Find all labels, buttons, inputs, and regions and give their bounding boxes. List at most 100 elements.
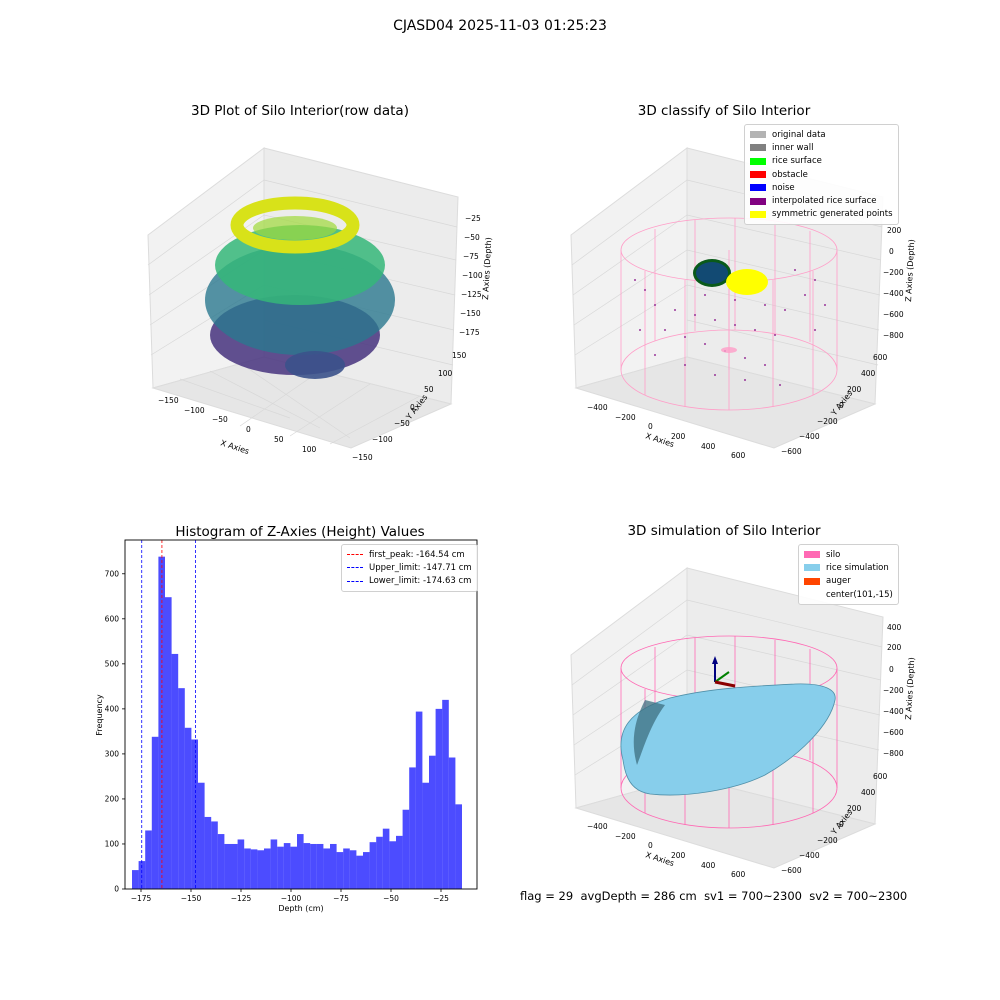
svg-text:600: 600	[731, 870, 746, 879]
legend-line	[347, 567, 363, 569]
legend-line	[347, 554, 363, 556]
svg-text:−600: −600	[883, 310, 904, 319]
legend-swatch	[804, 577, 820, 585]
svg-text:−200: −200	[615, 832, 636, 841]
legend-item-rice-surface: rice surface	[750, 155, 893, 168]
histogram-bar	[310, 843, 317, 889]
svg-text:200: 200	[671, 432, 686, 441]
histogram-bar	[132, 870, 139, 889]
histogram-bar	[422, 782, 429, 889]
histogram-bar	[323, 848, 330, 889]
classify3d-yticks: 600 400 200 0 −200 −400 −600	[781, 353, 888, 456]
svg-text:−200: −200	[817, 836, 838, 845]
histogram-ytick-label: 400	[105, 704, 120, 713]
histogram-bar	[165, 597, 172, 889]
svg-text:200: 200	[671, 851, 686, 860]
histogram-bar	[151, 736, 159, 889]
svg-text:−100: −100	[462, 271, 483, 280]
histogram-bar	[330, 843, 337, 889]
histogram-bar	[369, 842, 377, 889]
legend-line	[347, 580, 363, 582]
raw3d-title: 3D Plot of Silo Interior(row data)	[191, 103, 409, 119]
histogram-bar	[277, 846, 284, 889]
legend-item-silo: silo	[804, 548, 893, 561]
histogram-bar	[237, 839, 245, 889]
svg-text:0: 0	[648, 422, 653, 431]
svg-text:0: 0	[839, 401, 844, 410]
svg-text:−200: −200	[883, 686, 904, 695]
histogram-bar	[442, 699, 449, 889]
legend-swatch	[804, 591, 820, 598]
classify3d-zlabel: Z Axies (Depth)	[904, 239, 916, 302]
svg-text:400: 400	[861, 788, 876, 797]
histogram-chart: Histogram of Z-Axies (Height) Values −17…	[95, 524, 478, 913]
svg-text:−200: −200	[615, 413, 636, 422]
histogram-xtick-label: −100	[281, 894, 302, 903]
histogram-bar	[356, 855, 363, 889]
svg-text:−50: −50	[212, 415, 228, 424]
histogram-bar	[402, 809, 410, 889]
legend-item-obstacle: obstacle	[750, 168, 893, 181]
simulation3d-plot: −400 −200 0 200 400 600 X Axies 600 400 …	[570, 567, 916, 879]
histogram-xtick-label: −125	[231, 894, 252, 903]
raw3d-plot: −150 −100 −50 0 50 100 X Axies 150 100 5…	[147, 147, 493, 462]
svg-text:50: 50	[274, 435, 284, 444]
histogram-bar	[211, 821, 218, 889]
svg-text:−400: −400	[883, 289, 904, 298]
svg-text:−400: −400	[883, 707, 904, 716]
histogram-bar	[283, 843, 291, 889]
histogram-bar	[217, 834, 225, 889]
svg-text:−175: −175	[459, 328, 480, 337]
svg-text:600: 600	[873, 772, 888, 781]
histogram-bar	[257, 850, 264, 889]
histogram-bar	[224, 843, 231, 889]
histogram-ytick-label: 500	[105, 659, 120, 668]
classify3d-left-pane	[570, 147, 688, 389]
histogram-ytick-label: 600	[105, 614, 120, 623]
histogram-bar	[270, 839, 278, 889]
legend-swatch	[750, 210, 766, 218]
raw3d-xlabel: X Axies	[219, 438, 250, 456]
svg-text:0: 0	[889, 247, 894, 256]
histogram-bar	[336, 852, 344, 889]
raw3d-lower-blob	[285, 351, 345, 379]
histogram-bar	[290, 846, 297, 889]
legend-swatch	[804, 564, 820, 572]
histogram-bar	[297, 834, 304, 889]
raw3d-xticks: −150 −100 −50 0 50 100	[158, 396, 317, 454]
svg-text:400: 400	[701, 442, 716, 451]
classify3d-rice-noise	[696, 262, 728, 284]
histogram-bar	[145, 830, 152, 889]
svg-text:50: 50	[424, 385, 434, 394]
histogram-bar	[264, 848, 271, 889]
histogram-bar	[204, 816, 212, 889]
histogram-bar	[409, 767, 416, 889]
svg-text:0: 0	[410, 403, 415, 412]
svg-text:400: 400	[887, 623, 902, 632]
histogram-legend: first_peak: -164.54 cm Upper_limit: -147…	[341, 544, 478, 592]
legend-item-original-data: original data	[750, 128, 893, 141]
legend-item-interpolated-rice-surface: interpolated rice surface	[750, 194, 893, 207]
legend-swatch	[750, 184, 766, 192]
classify3d-symmetric-points	[726, 269, 768, 295]
histogram-bar	[363, 852, 370, 889]
histogram-bar	[343, 848, 350, 889]
svg-text:200: 200	[887, 643, 902, 652]
histogram-bars	[132, 556, 462, 889]
avg-depth-value: avgDepth = 286 cm	[580, 889, 697, 903]
classify3d-floor-pane	[574, 356, 877, 449]
svg-text:−25: −25	[465, 214, 481, 223]
svg-text:400: 400	[701, 861, 716, 870]
legend-item-symmetric-generated-points: symmetric generated points	[750, 208, 893, 221]
svg-text:100: 100	[302, 445, 317, 454]
figure-title: CJASD04 2025-11-03 01:25:23	[393, 18, 607, 34]
simulation3d-title: 3D simulation of Silo Interior	[627, 523, 821, 539]
classify3d-xticks: −400 −200 0 200 400 600	[587, 403, 746, 460]
histogram-ylabel: Frequency	[95, 694, 104, 736]
svg-text:−50: −50	[394, 419, 410, 428]
histogram-bar	[184, 727, 192, 889]
legend-swatch	[750, 197, 766, 205]
simulation3d-zlabel: Z Axies (Depth)	[904, 657, 916, 720]
svg-text:−150: −150	[352, 453, 373, 462]
simulation3d-xticks: −400 −200 0 200 400 600	[587, 822, 746, 879]
